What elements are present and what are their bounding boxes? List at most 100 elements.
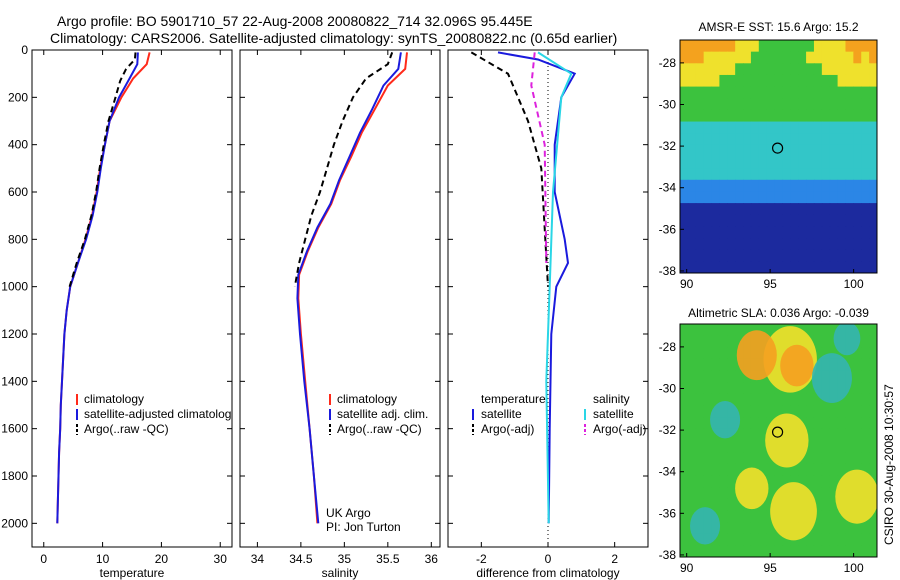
- map-cell: [798, 51, 807, 64]
- map-cell: [743, 428, 752, 442]
- map-cell: [703, 133, 713, 146]
- map-cell: [790, 74, 799, 88]
- map-cell: [774, 226, 784, 239]
- map-cell: [687, 109, 697, 123]
- map-cell: [829, 109, 839, 123]
- map-cell: [829, 98, 839, 111]
- map-cell: [727, 86, 736, 99]
- y-tick-label: 1200: [1, 327, 28, 341]
- map-cell: [758, 98, 768, 111]
- map-cell: [687, 63, 697, 76]
- map-cell: [743, 261, 752, 273]
- map-cell: [766, 133, 776, 146]
- map-cell: [829, 498, 839, 511]
- map-cell: [735, 324, 744, 337]
- map-cell: [806, 191, 815, 204]
- map-cell: [766, 144, 776, 158]
- map-cell: [743, 191, 752, 204]
- map-cell: [719, 324, 728, 337]
- map-cell: [782, 168, 791, 181]
- map-cell: [869, 463, 877, 477]
- map-cell: [711, 109, 720, 123]
- map-cell: [806, 452, 815, 465]
- map-cell: [861, 86, 870, 99]
- map-cell: [711, 452, 720, 465]
- map-cell: [869, 335, 877, 348]
- y-tick-label: -36: [659, 222, 677, 236]
- map-cell: [806, 214, 815, 227]
- map-cell: [798, 405, 807, 418]
- map-cell: [782, 405, 791, 418]
- map-cell: [703, 335, 713, 348]
- map-cell: [782, 86, 791, 99]
- map-cell: [837, 463, 847, 477]
- map-cell: [853, 393, 862, 407]
- legend-entry: Argo(..raw -QC): [337, 422, 422, 436]
- map-cell: [680, 98, 689, 111]
- map-cell: [861, 463, 870, 477]
- map-cell: [861, 417, 870, 430]
- map-cell: [703, 358, 713, 372]
- map-cell: [703, 498, 713, 511]
- map-cell: [861, 98, 870, 111]
- map-cell: [813, 40, 823, 53]
- map-cell: [743, 226, 752, 239]
- map-cell: [861, 179, 870, 193]
- map-cell: [782, 133, 791, 146]
- map-cell: [695, 40, 705, 53]
- map-cell: [766, 545, 776, 557]
- map-cell: [727, 522, 736, 535]
- map-cell: [750, 203, 760, 216]
- map-cell: [711, 121, 720, 134]
- map-cell: [687, 121, 697, 134]
- map-cell: [869, 261, 877, 273]
- map-cell: [703, 440, 713, 453]
- map-cell: [790, 463, 799, 477]
- map-cell: [727, 382, 736, 395]
- map-cell: [719, 191, 728, 204]
- map-cell: [766, 393, 776, 407]
- map-blob: [835, 469, 877, 524]
- map-cell: [774, 203, 784, 216]
- map-cell: [782, 475, 791, 488]
- map-cell: [680, 417, 689, 430]
- map-cell: [680, 74, 689, 88]
- map-cell: [743, 214, 752, 227]
- map-cell: [680, 370, 689, 383]
- map-cell: [790, 475, 799, 488]
- map-cell: [687, 214, 697, 227]
- map-cell: [735, 191, 744, 204]
- map-cell: [774, 214, 784, 227]
- map-cell: [727, 370, 736, 383]
- map-cell: [790, 191, 799, 204]
- map-cell: [861, 226, 870, 239]
- map-cell: [758, 393, 768, 407]
- map-blob: [780, 344, 814, 387]
- map-cell: [853, 545, 862, 557]
- map-cell: [719, 238, 728, 251]
- map-cell: [845, 428, 854, 442]
- map-cell: [829, 156, 839, 169]
- map-cell: [735, 179, 744, 193]
- map-cell: [743, 86, 752, 99]
- map-cell: [845, 109, 854, 123]
- map-cell: [774, 40, 784, 53]
- map-cell: [837, 168, 847, 181]
- map-cell: [703, 475, 713, 488]
- map-cell: [782, 191, 791, 204]
- map-cell: [750, 63, 760, 76]
- map-cell: [711, 261, 720, 273]
- map-cell: [687, 475, 697, 488]
- map-cell: [735, 121, 744, 134]
- map-cell: [727, 249, 736, 262]
- map-cell: [735, 533, 744, 546]
- map-cell: [727, 191, 736, 204]
- map-cell: [750, 179, 760, 193]
- map-cell: [727, 335, 736, 348]
- map-cell: [758, 51, 768, 64]
- x-tick-label: 90: [680, 561, 694, 575]
- map-cell: [758, 74, 768, 88]
- map-cell: [719, 226, 728, 239]
- difference-xlabel: difference from climatology: [476, 566, 619, 580]
- map-cell: [695, 393, 705, 407]
